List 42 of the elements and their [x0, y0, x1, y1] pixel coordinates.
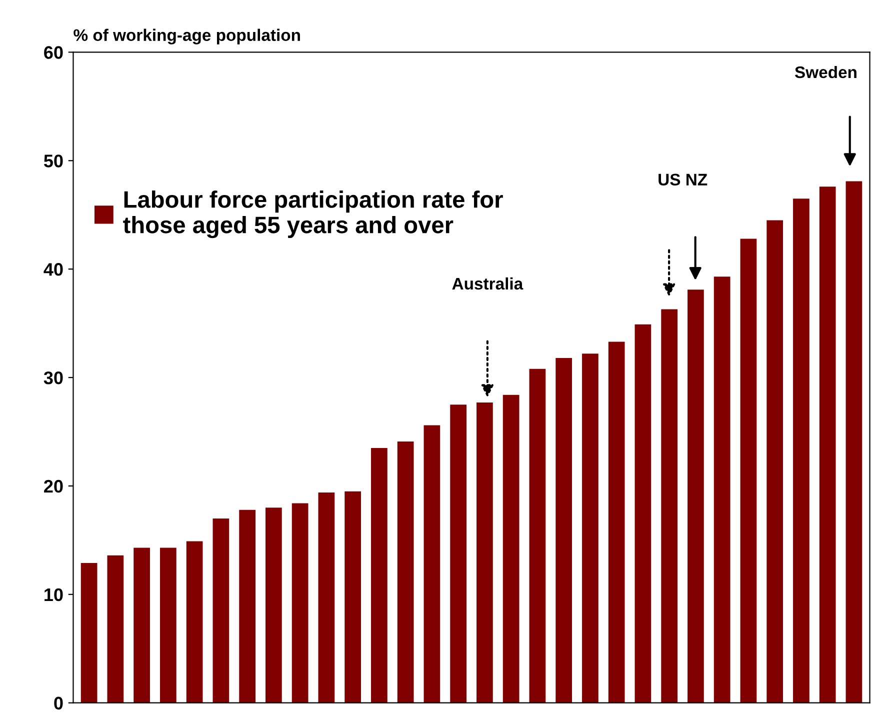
y-tick-label: 60 — [44, 46, 63, 59]
bar — [186, 541, 203, 703]
bar — [107, 555, 124, 703]
legend-label: Labour force participation rate for those aged 55 years and over — [123, 190, 503, 238]
y-tick-label: 40 — [44, 263, 63, 276]
bar — [212, 518, 230, 703]
bar — [266, 508, 282, 703]
bar — [608, 342, 625, 703]
bar — [819, 186, 836, 703]
bar — [714, 276, 730, 703]
bar — [556, 358, 572, 703]
y-tick-label: 50 — [44, 154, 63, 168]
bar — [80, 562, 98, 703]
y-axis-title: % of working-age population — [74, 28, 300, 44]
bar — [766, 220, 784, 703]
bar — [371, 448, 388, 703]
bar — [424, 425, 440, 703]
annotation: US NZ — [658, 174, 708, 186]
bar — [502, 394, 520, 703]
y-tick-label: 0 — [54, 696, 63, 710]
bar — [529, 368, 546, 703]
bar — [160, 548, 176, 703]
bar — [344, 491, 361, 703]
bar — [476, 402, 493, 703]
bar — [740, 238, 757, 703]
bar — [793, 198, 810, 703]
bar — [239, 510, 256, 703]
bar — [397, 442, 414, 703]
y-tick-label: 20 — [44, 480, 63, 493]
y-tick-label: 10 — [44, 588, 63, 602]
bar — [292, 503, 308, 703]
bar — [582, 354, 598, 703]
bar — [661, 309, 678, 703]
annotation: Australia — [452, 277, 524, 290]
bar — [634, 324, 652, 703]
bar — [134, 548, 150, 703]
bar — [318, 492, 335, 703]
bar — [450, 404, 466, 703]
bar — [846, 181, 862, 703]
annotation: Sweden — [794, 66, 856, 78]
bar — [688, 290, 704, 703]
y-tick-label: 30 — [44, 371, 63, 384]
